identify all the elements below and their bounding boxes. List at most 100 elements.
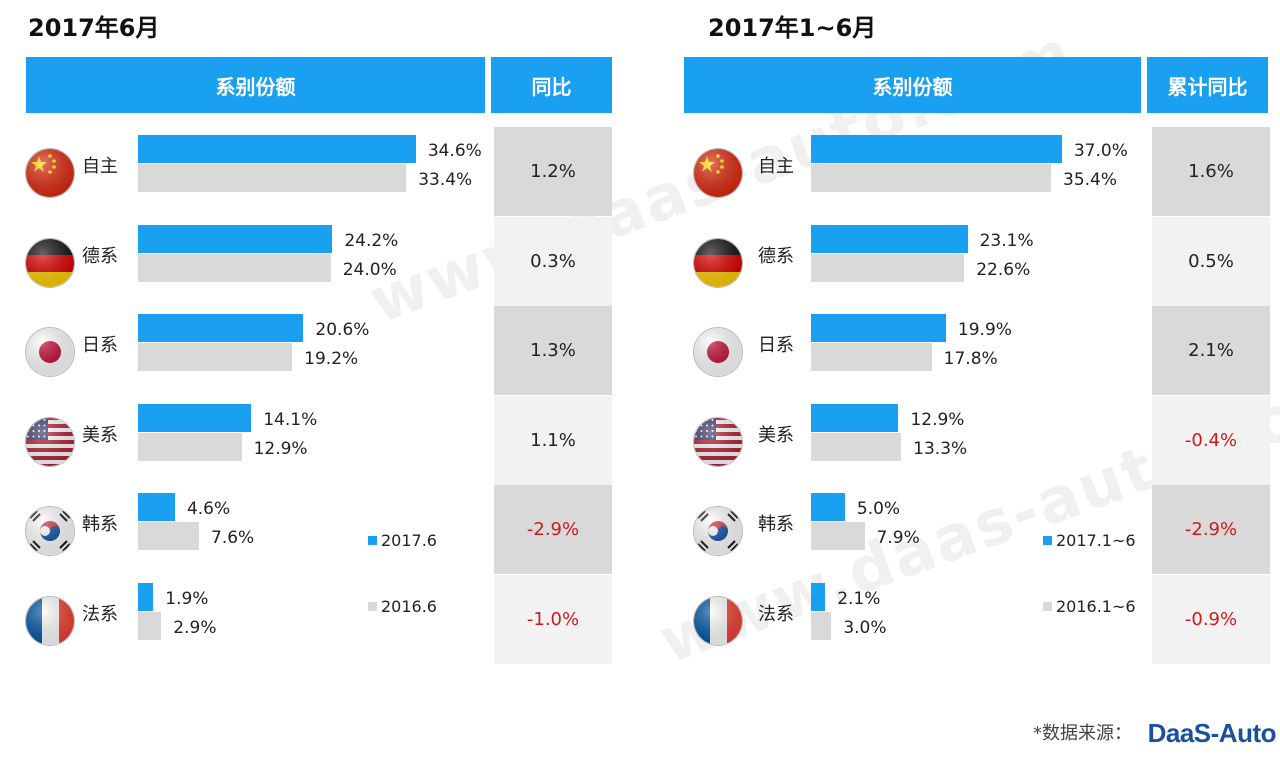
- yoy-value: -2.9%: [1152, 485, 1270, 574]
- bar-previous: [811, 164, 1051, 192]
- value-label-current: 14.1%: [263, 409, 318, 430]
- category-label: 法系: [758, 603, 794, 625]
- value-label-current: 2.1%: [837, 588, 881, 609]
- yoy-value: -0.4%: [1152, 395, 1270, 485]
- bar-current: [138, 314, 304, 342]
- legend-swatch: [1043, 602, 1052, 611]
- daas-auto-logo: DaaS-Auto: [1147, 718, 1277, 748]
- bar-previous: [138, 611, 162, 640]
- bar-previous: [811, 253, 965, 282]
- category-label: 美系: [82, 424, 118, 446]
- value-label-current: 24.2%: [344, 230, 399, 251]
- bar-previous: [811, 522, 865, 550]
- category-label: 德系: [758, 245, 794, 267]
- yoy-value: 1.6%: [1152, 127, 1270, 216]
- france-flag-icon: [692, 595, 744, 647]
- legend-item: 2017.6: [368, 531, 437, 550]
- value-label-current: 1.9%: [165, 588, 209, 609]
- category-label: 自主: [758, 156, 794, 177]
- value-label-previous: 2.9%: [173, 617, 217, 638]
- bar-current: [811, 403, 899, 432]
- share-header: 系别份额: [684, 57, 1141, 113]
- bar-current: [138, 582, 154, 611]
- germany-flag-icon: [692, 237, 744, 289]
- category-label: 韩系: [82, 514, 118, 535]
- value-label-current: 5.0%: [856, 499, 901, 519]
- bar-current: [138, 224, 333, 253]
- value-label-current: 37.0%: [1073, 141, 1128, 161]
- bar-previous: [138, 522, 200, 550]
- value-label-current: 23.1%: [979, 230, 1034, 251]
- category-label: 德系: [82, 245, 118, 267]
- value-label-current: 34.6%: [427, 141, 482, 161]
- bar-current: [138, 135, 416, 163]
- bar-current: [811, 582, 826, 611]
- legend-label: 2016.1~6: [1056, 597, 1136, 616]
- bar-previous: [138, 343, 293, 371]
- value-label-current: 20.6%: [315, 320, 370, 340]
- legend-item: 2016.6: [368, 597, 437, 616]
- france-flag-icon: [24, 595, 76, 647]
- bar-current: [811, 314, 946, 342]
- korea-flag-icon: [692, 505, 744, 557]
- category-label: 美系: [758, 424, 794, 446]
- bar-previous: [138, 164, 407, 192]
- china-flag-icon: [692, 147, 744, 199]
- yoy-header: 累计同比: [1147, 57, 1268, 113]
- yoy-value: 0.5%: [1152, 216, 1270, 306]
- yoy-value: -0.9%: [1152, 574, 1270, 664]
- legend-swatch: [368, 536, 377, 545]
- yoy-value: 1.2%: [494, 127, 612, 216]
- bar-current: [138, 493, 175, 521]
- japan-flag-icon: [24, 326, 76, 378]
- value-label-previous: 7.9%: [876, 528, 920, 548]
- legend-label: 2016.6: [381, 597, 437, 616]
- value-label-previous: 19.2%: [304, 349, 359, 369]
- category-label: 自主: [82, 156, 118, 177]
- yoy-value: -2.9%: [494, 485, 612, 574]
- category-label: 韩系: [758, 514, 794, 535]
- value-label-previous: 3.0%: [843, 617, 887, 638]
- germany-flag-icon: [24, 237, 76, 289]
- value-label-previous: 22.6%: [976, 259, 1031, 280]
- panel-title: 2017年6月: [28, 14, 160, 42]
- korea-flag-icon: [24, 505, 76, 557]
- source-label: *数据来源：: [1033, 723, 1132, 744]
- legend-swatch: [368, 602, 377, 611]
- bar-previous: [811, 611, 832, 640]
- china-flag-icon: [24, 147, 76, 199]
- usa-flag-icon: [24, 416, 76, 468]
- bar-current: [811, 224, 968, 253]
- category-label: 法系: [82, 603, 118, 625]
- value-label-previous: 33.4%: [418, 170, 473, 190]
- yoy-value: 2.1%: [1152, 306, 1270, 395]
- value-label-previous: 35.4%: [1063, 170, 1118, 190]
- bar-current: [811, 135, 1062, 163]
- value-label-current: 4.6%: [186, 499, 231, 519]
- japan-flag-icon: [692, 326, 744, 378]
- category-label: 日系: [758, 335, 794, 356]
- value-label-previous: 12.9%: [253, 438, 308, 459]
- panel-title: 2017年1~6月: [708, 14, 877, 42]
- legend-label: 2017.6: [381, 531, 437, 550]
- value-label-current: 12.9%: [910, 409, 965, 430]
- bar-previous: [138, 253, 331, 282]
- yoy-value: 1.1%: [494, 395, 612, 485]
- bar-previous: [811, 343, 932, 371]
- bar-previous: [138, 432, 242, 461]
- yoy-header: 同比: [491, 57, 612, 113]
- bar-current: [138, 403, 252, 432]
- usa-flag-icon: [692, 416, 744, 468]
- bar-current: [811, 493, 845, 521]
- value-label-previous: 7.6%: [211, 528, 255, 548]
- value-label-previous: 24.0%: [342, 259, 397, 280]
- value-label-previous: 17.8%: [943, 349, 998, 369]
- legend-swatch: [1043, 536, 1052, 545]
- yoy-value: 0.3%: [494, 216, 612, 306]
- legend-item: 2017.1~6: [1043, 531, 1136, 550]
- legend-item: 2016.1~6: [1043, 597, 1136, 616]
- legend-label: 2017.1~6: [1056, 531, 1136, 550]
- yoy-value: 1.3%: [494, 306, 612, 395]
- category-label: 日系: [82, 335, 118, 356]
- value-label-previous: 13.3%: [913, 438, 968, 459]
